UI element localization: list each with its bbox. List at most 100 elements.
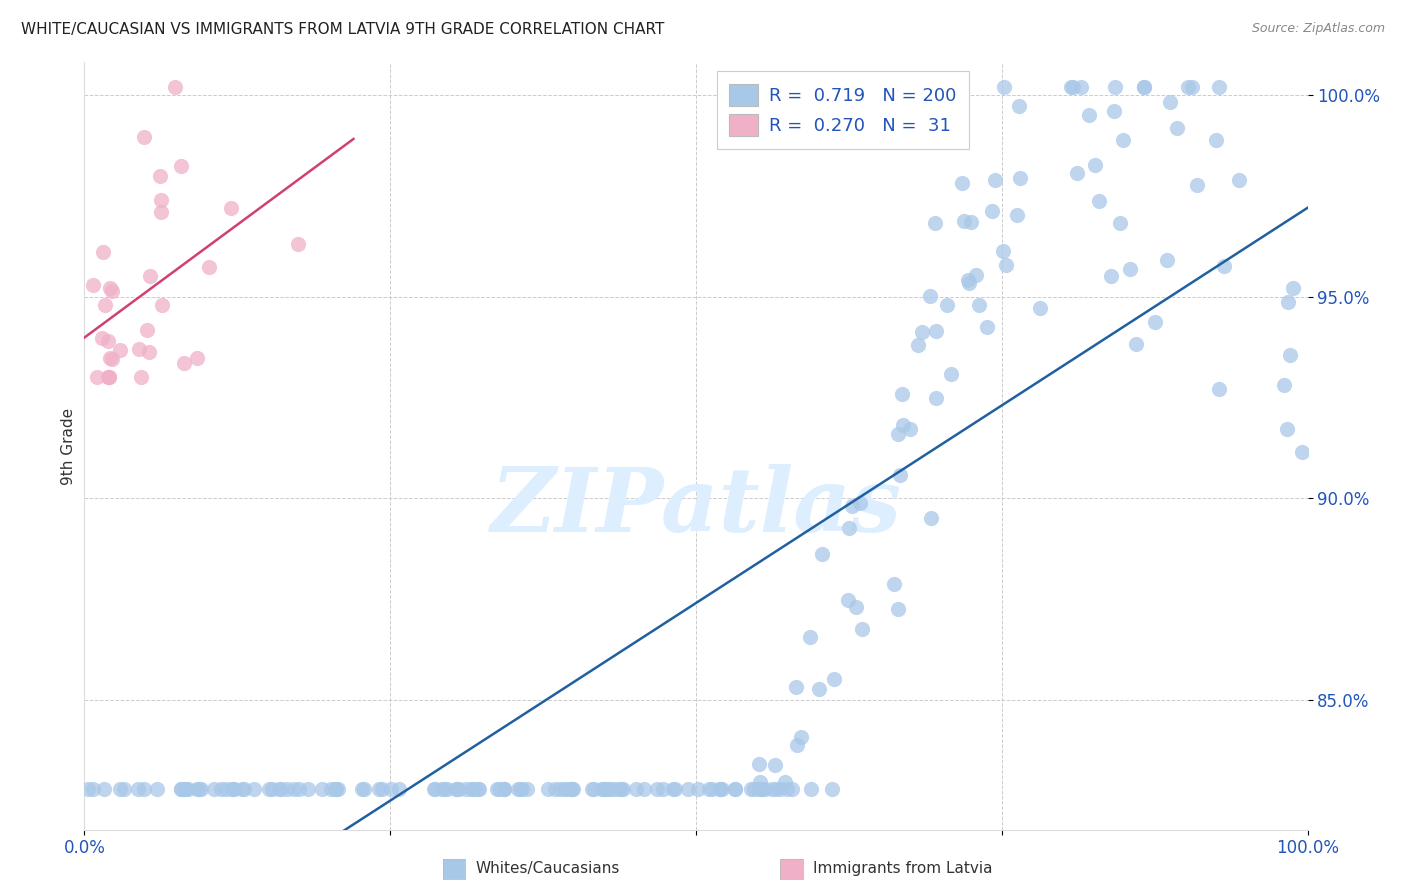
- Point: [976, 320, 998, 334]
- Y-axis label: 9th Grade: 9th Grade: [60, 408, 76, 484]
- Point: [748, 782, 770, 797]
- Point: [222, 782, 245, 797]
- Point: [1084, 158, 1107, 172]
- Point: [97, 370, 120, 384]
- Point: [1087, 194, 1109, 208]
- Point: [709, 782, 731, 797]
- Point: [494, 782, 516, 797]
- Point: [890, 386, 912, 401]
- Text: Immigrants from Latvia: Immigrants from Latvia: [813, 862, 993, 876]
- Point: [198, 260, 221, 274]
- Point: [1227, 173, 1250, 187]
- Point: [790, 730, 813, 744]
- Point: [76, 782, 98, 797]
- Point: [1070, 79, 1092, 94]
- Point: [488, 782, 510, 797]
- Point: [177, 782, 200, 797]
- Point: [697, 782, 720, 797]
- Point: [592, 782, 614, 797]
- Point: [957, 276, 980, 290]
- Point: [100, 351, 122, 366]
- Point: [555, 782, 578, 797]
- Point: [380, 782, 402, 797]
- Point: [138, 345, 160, 359]
- Point: [751, 782, 773, 797]
- Point: [423, 782, 446, 797]
- Point: [186, 782, 208, 797]
- Point: [170, 782, 193, 797]
- Point: [645, 782, 668, 797]
- Point: [1208, 79, 1230, 94]
- Point: [463, 782, 485, 797]
- Point: [1104, 79, 1126, 94]
- Point: [1156, 253, 1178, 268]
- Point: [1213, 259, 1236, 273]
- Point: [959, 215, 981, 229]
- Text: Source: ZipAtlas.com: Source: ZipAtlas.com: [1251, 22, 1385, 36]
- Point: [749, 775, 772, 789]
- Point: [270, 782, 292, 797]
- Point: [97, 370, 120, 384]
- Point: [749, 782, 772, 797]
- Point: [169, 159, 191, 173]
- Point: [967, 298, 990, 312]
- Point: [219, 201, 242, 215]
- Point: [920, 511, 942, 525]
- Point: [633, 782, 655, 797]
- Point: [785, 681, 807, 695]
- Point: [773, 775, 796, 789]
- Point: [537, 782, 560, 797]
- Point: [93, 782, 115, 797]
- Point: [780, 782, 803, 797]
- Point: [581, 782, 603, 797]
- Point: [1291, 445, 1313, 459]
- Point: [91, 331, 114, 345]
- Point: [485, 782, 508, 797]
- Point: [841, 499, 863, 513]
- Point: [353, 782, 375, 797]
- Point: [883, 577, 905, 591]
- Point: [371, 782, 394, 797]
- Point: [86, 370, 108, 384]
- Point: [276, 782, 298, 797]
- Point: [94, 298, 117, 312]
- Point: [506, 782, 529, 797]
- Point: [131, 370, 153, 384]
- Point: [449, 782, 471, 797]
- Point: [651, 782, 673, 797]
- Point: [368, 782, 391, 797]
- Point: [328, 782, 350, 797]
- Point: [765, 782, 787, 797]
- Point: [319, 782, 342, 797]
- Point: [146, 782, 169, 797]
- Text: Whites/Caucasians: Whites/Caucasians: [475, 862, 620, 876]
- Point: [799, 630, 821, 644]
- Point: [1102, 103, 1125, 118]
- Point: [494, 782, 516, 797]
- Point: [1062, 79, 1084, 94]
- Point: [560, 782, 582, 797]
- Point: [957, 272, 980, 286]
- Point: [1125, 337, 1147, 351]
- Point: [609, 782, 631, 797]
- Point: [561, 782, 583, 797]
- Point: [950, 177, 973, 191]
- Point: [173, 356, 195, 370]
- Point: [924, 216, 946, 230]
- Point: [754, 782, 776, 797]
- Point: [468, 782, 491, 797]
- Point: [1177, 79, 1199, 94]
- Point: [150, 193, 173, 207]
- Point: [688, 782, 710, 797]
- Point: [112, 782, 135, 797]
- Point: [98, 370, 121, 384]
- Point: [173, 782, 195, 797]
- Point: [711, 782, 734, 797]
- Point: [808, 682, 831, 697]
- Point: [953, 214, 976, 228]
- Point: [430, 782, 453, 797]
- Point: [1208, 382, 1230, 396]
- Point: [323, 782, 346, 797]
- Point: [763, 757, 786, 772]
- Point: [723, 782, 745, 797]
